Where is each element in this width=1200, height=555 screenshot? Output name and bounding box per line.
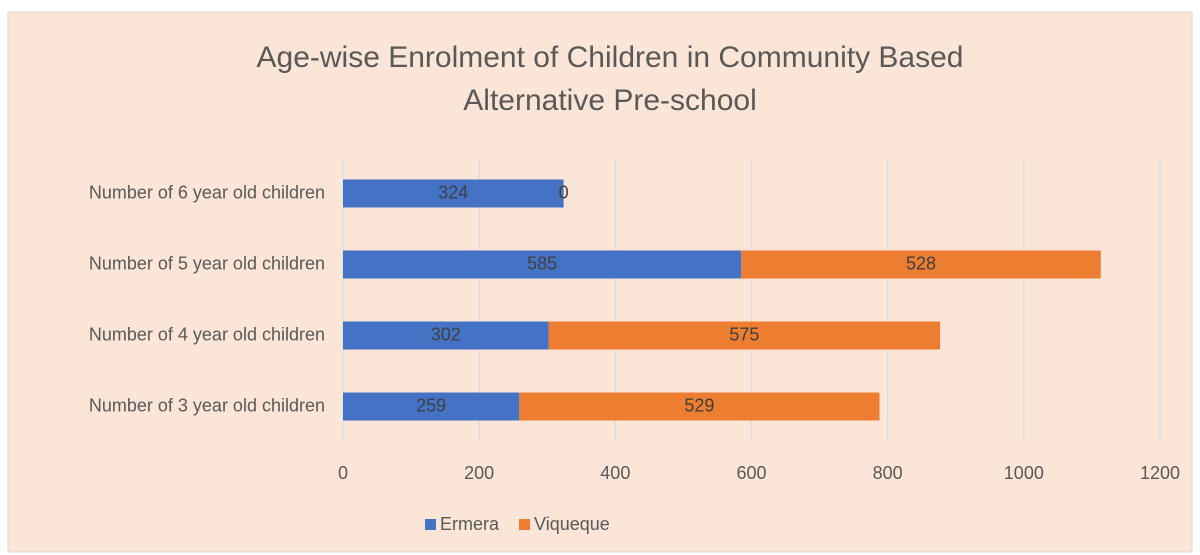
data-label: 575 (729, 324, 759, 344)
x-tick-label: 0 (338, 463, 348, 483)
bar (519, 392, 880, 421)
bar (548, 321, 941, 350)
data-label: 324 (438, 182, 468, 202)
data-label: 585 (527, 253, 557, 273)
legend-swatch (519, 519, 531, 530)
y-tick-label: Number of 4 year old children (89, 324, 325, 344)
legend-label: Ermera (440, 514, 500, 534)
bar (343, 179, 564, 208)
x-tick-label: 400 (600, 463, 630, 483)
y-tick-label: Number of 5 year old children (89, 253, 325, 273)
x-tick-label: 1200 (1140, 463, 1180, 483)
x-tick-label: 200 (464, 463, 494, 483)
x-tick-label: 600 (736, 463, 766, 483)
data-label: 529 (684, 395, 714, 415)
x-tick-label: 1000 (1004, 463, 1044, 483)
legend-label: Viqueque (534, 514, 610, 534)
x-tick-label: 800 (873, 463, 903, 483)
data-label: 528 (906, 253, 936, 273)
data-label: 302 (431, 324, 461, 344)
bar (343, 321, 549, 350)
bar (741, 250, 1101, 279)
bar (343, 250, 742, 279)
y-tick-label: Number of 6 year old children (89, 182, 325, 202)
chart-title: Age-wise Enrolment of Children in Commun… (256, 41, 964, 117)
legend-swatch (425, 519, 436, 530)
bar (343, 392, 520, 421)
data-label: 259 (416, 395, 446, 415)
chart-background (7, 11, 1193, 553)
y-tick-label: Number of 3 year old children (89, 395, 325, 415)
data-label: 0 (559, 182, 569, 202)
